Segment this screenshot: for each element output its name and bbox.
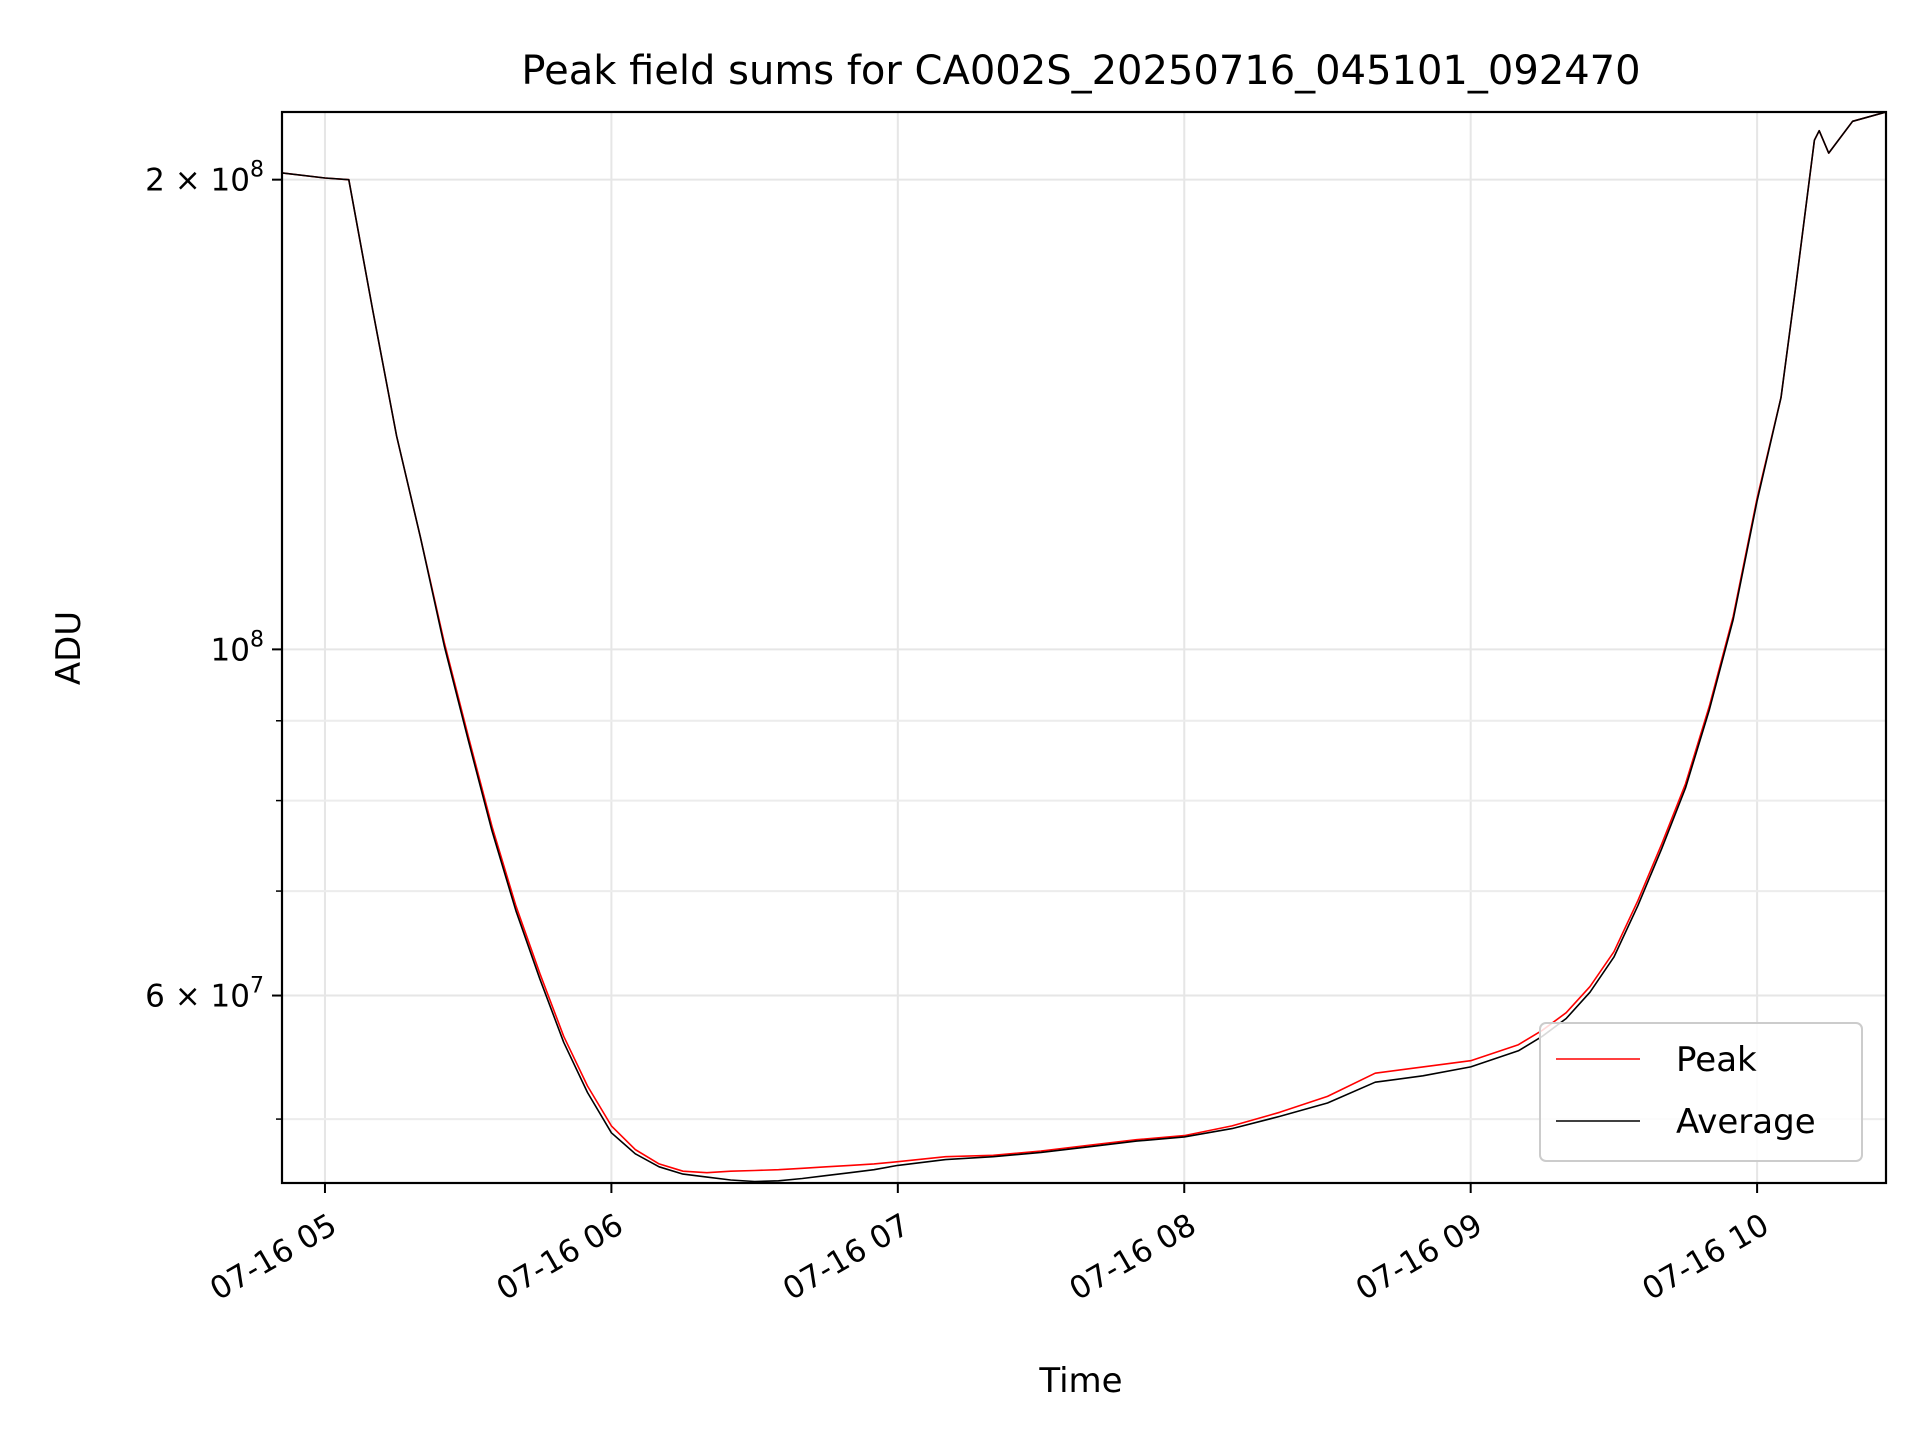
y-tick-label: 108 — [211, 627, 264, 668]
series-line-average — [282, 112, 1886, 1183]
y-tick-label: 6 × 107 — [145, 974, 264, 1015]
y-axis-label: ADU — [49, 611, 89, 685]
legend: Peak Average — [1539, 1022, 1863, 1162]
plot-frame — [280, 110, 1888, 1185]
y-tick-label: 2 × 108 — [145, 158, 264, 199]
legend-label-peak: Peak — [1676, 1040, 1757, 1080]
x-axis-label: Time — [1038, 1361, 1122, 1401]
series-line-peak — [282, 112, 1886, 1174]
legend-box — [1539, 1022, 1863, 1162]
legend-label-average: Average — [1676, 1102, 1816, 1142]
series-layer — [282, 112, 1886, 1183]
chart-title: Peak field sums for CA002S_20250716_0451… — [521, 48, 1640, 94]
